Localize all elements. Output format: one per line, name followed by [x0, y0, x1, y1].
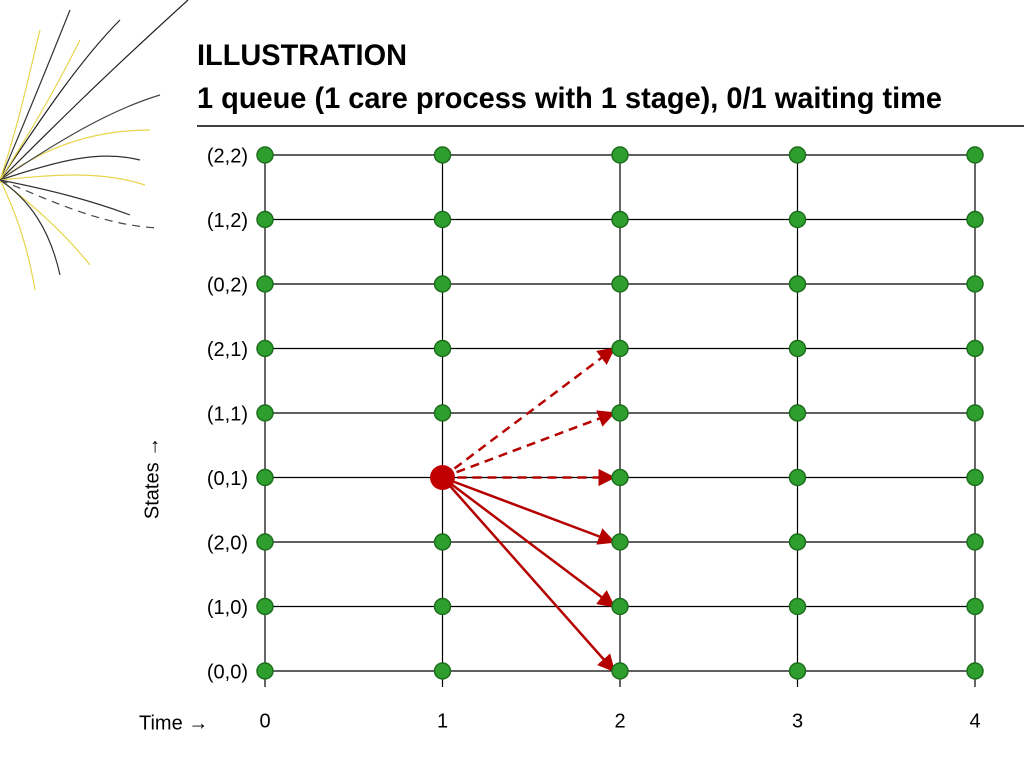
state-node [433, 662, 452, 680]
time-label: 2 [614, 710, 625, 732]
state-node [966, 404, 984, 422]
state-node [788, 533, 807, 551]
state-label: (0,0) [207, 661, 248, 683]
state-node [966, 275, 984, 293]
state-node [611, 339, 629, 358]
time-label: 0 [259, 710, 270, 732]
title-line: ILLUSTRATION [197, 39, 407, 72]
transition-arrow [442, 410, 616, 479]
x-axis-label: Time → [139, 712, 208, 734]
state-node [611, 404, 629, 422]
state-node [433, 275, 452, 293]
state-label: (2,1) [207, 339, 248, 361]
transition-arrow [441, 476, 616, 608]
state-node [788, 468, 807, 487]
decoration [0, 0, 189, 291]
state-node [611, 468, 629, 487]
state-node [256, 339, 274, 358]
state-node [611, 662, 629, 680]
state-node [966, 662, 984, 680]
state-node [611, 146, 629, 164]
state-node [966, 597, 984, 616]
state-label: (2,2) [207, 145, 248, 167]
state-node [256, 533, 274, 551]
state-node [433, 404, 452, 422]
state-node [788, 275, 807, 293]
time-label: 3 [792, 710, 803, 732]
state-node [611, 275, 629, 293]
time-label: 4 [969, 710, 980, 732]
state-node [788, 597, 807, 616]
state-node [966, 210, 984, 229]
state-node [966, 468, 984, 487]
state-node [788, 146, 807, 164]
state-label: (2,0) [207, 532, 248, 554]
state-node [966, 533, 984, 551]
current-state-node [430, 465, 455, 490]
state-node [966, 339, 984, 358]
state-label: (0,1) [207, 468, 248, 490]
state-node [433, 533, 452, 551]
state-node [611, 210, 629, 229]
state-label: (1,1) [207, 403, 248, 425]
time-label: 1 [437, 710, 448, 732]
state-node [433, 210, 452, 229]
state-label: (1,0) [207, 597, 248, 619]
state-label: (0,2) [207, 274, 248, 296]
state-node [788, 339, 807, 358]
state-node [256, 468, 274, 487]
state-node [788, 662, 807, 680]
state-node [256, 275, 274, 293]
state-node [611, 533, 629, 551]
state-node [256, 146, 274, 164]
state-node [256, 597, 274, 616]
state-node [433, 339, 452, 358]
state-node [256, 404, 274, 422]
state-node [433, 146, 452, 164]
transition-arrow [442, 476, 616, 545]
transition-arrow [441, 347, 616, 479]
state-node [256, 210, 274, 229]
state-node [966, 146, 984, 164]
title-line: 1 queue (1 care process with 1 stage), 0… [197, 82, 942, 115]
state-node [788, 210, 807, 229]
state-label: (1,2) [207, 210, 248, 232]
state-node [433, 597, 452, 616]
state-node [611, 597, 629, 616]
state-node [256, 662, 274, 680]
transition-arrow [441, 476, 616, 673]
y-axis-label: States → [141, 437, 163, 519]
state-node [788, 404, 807, 422]
